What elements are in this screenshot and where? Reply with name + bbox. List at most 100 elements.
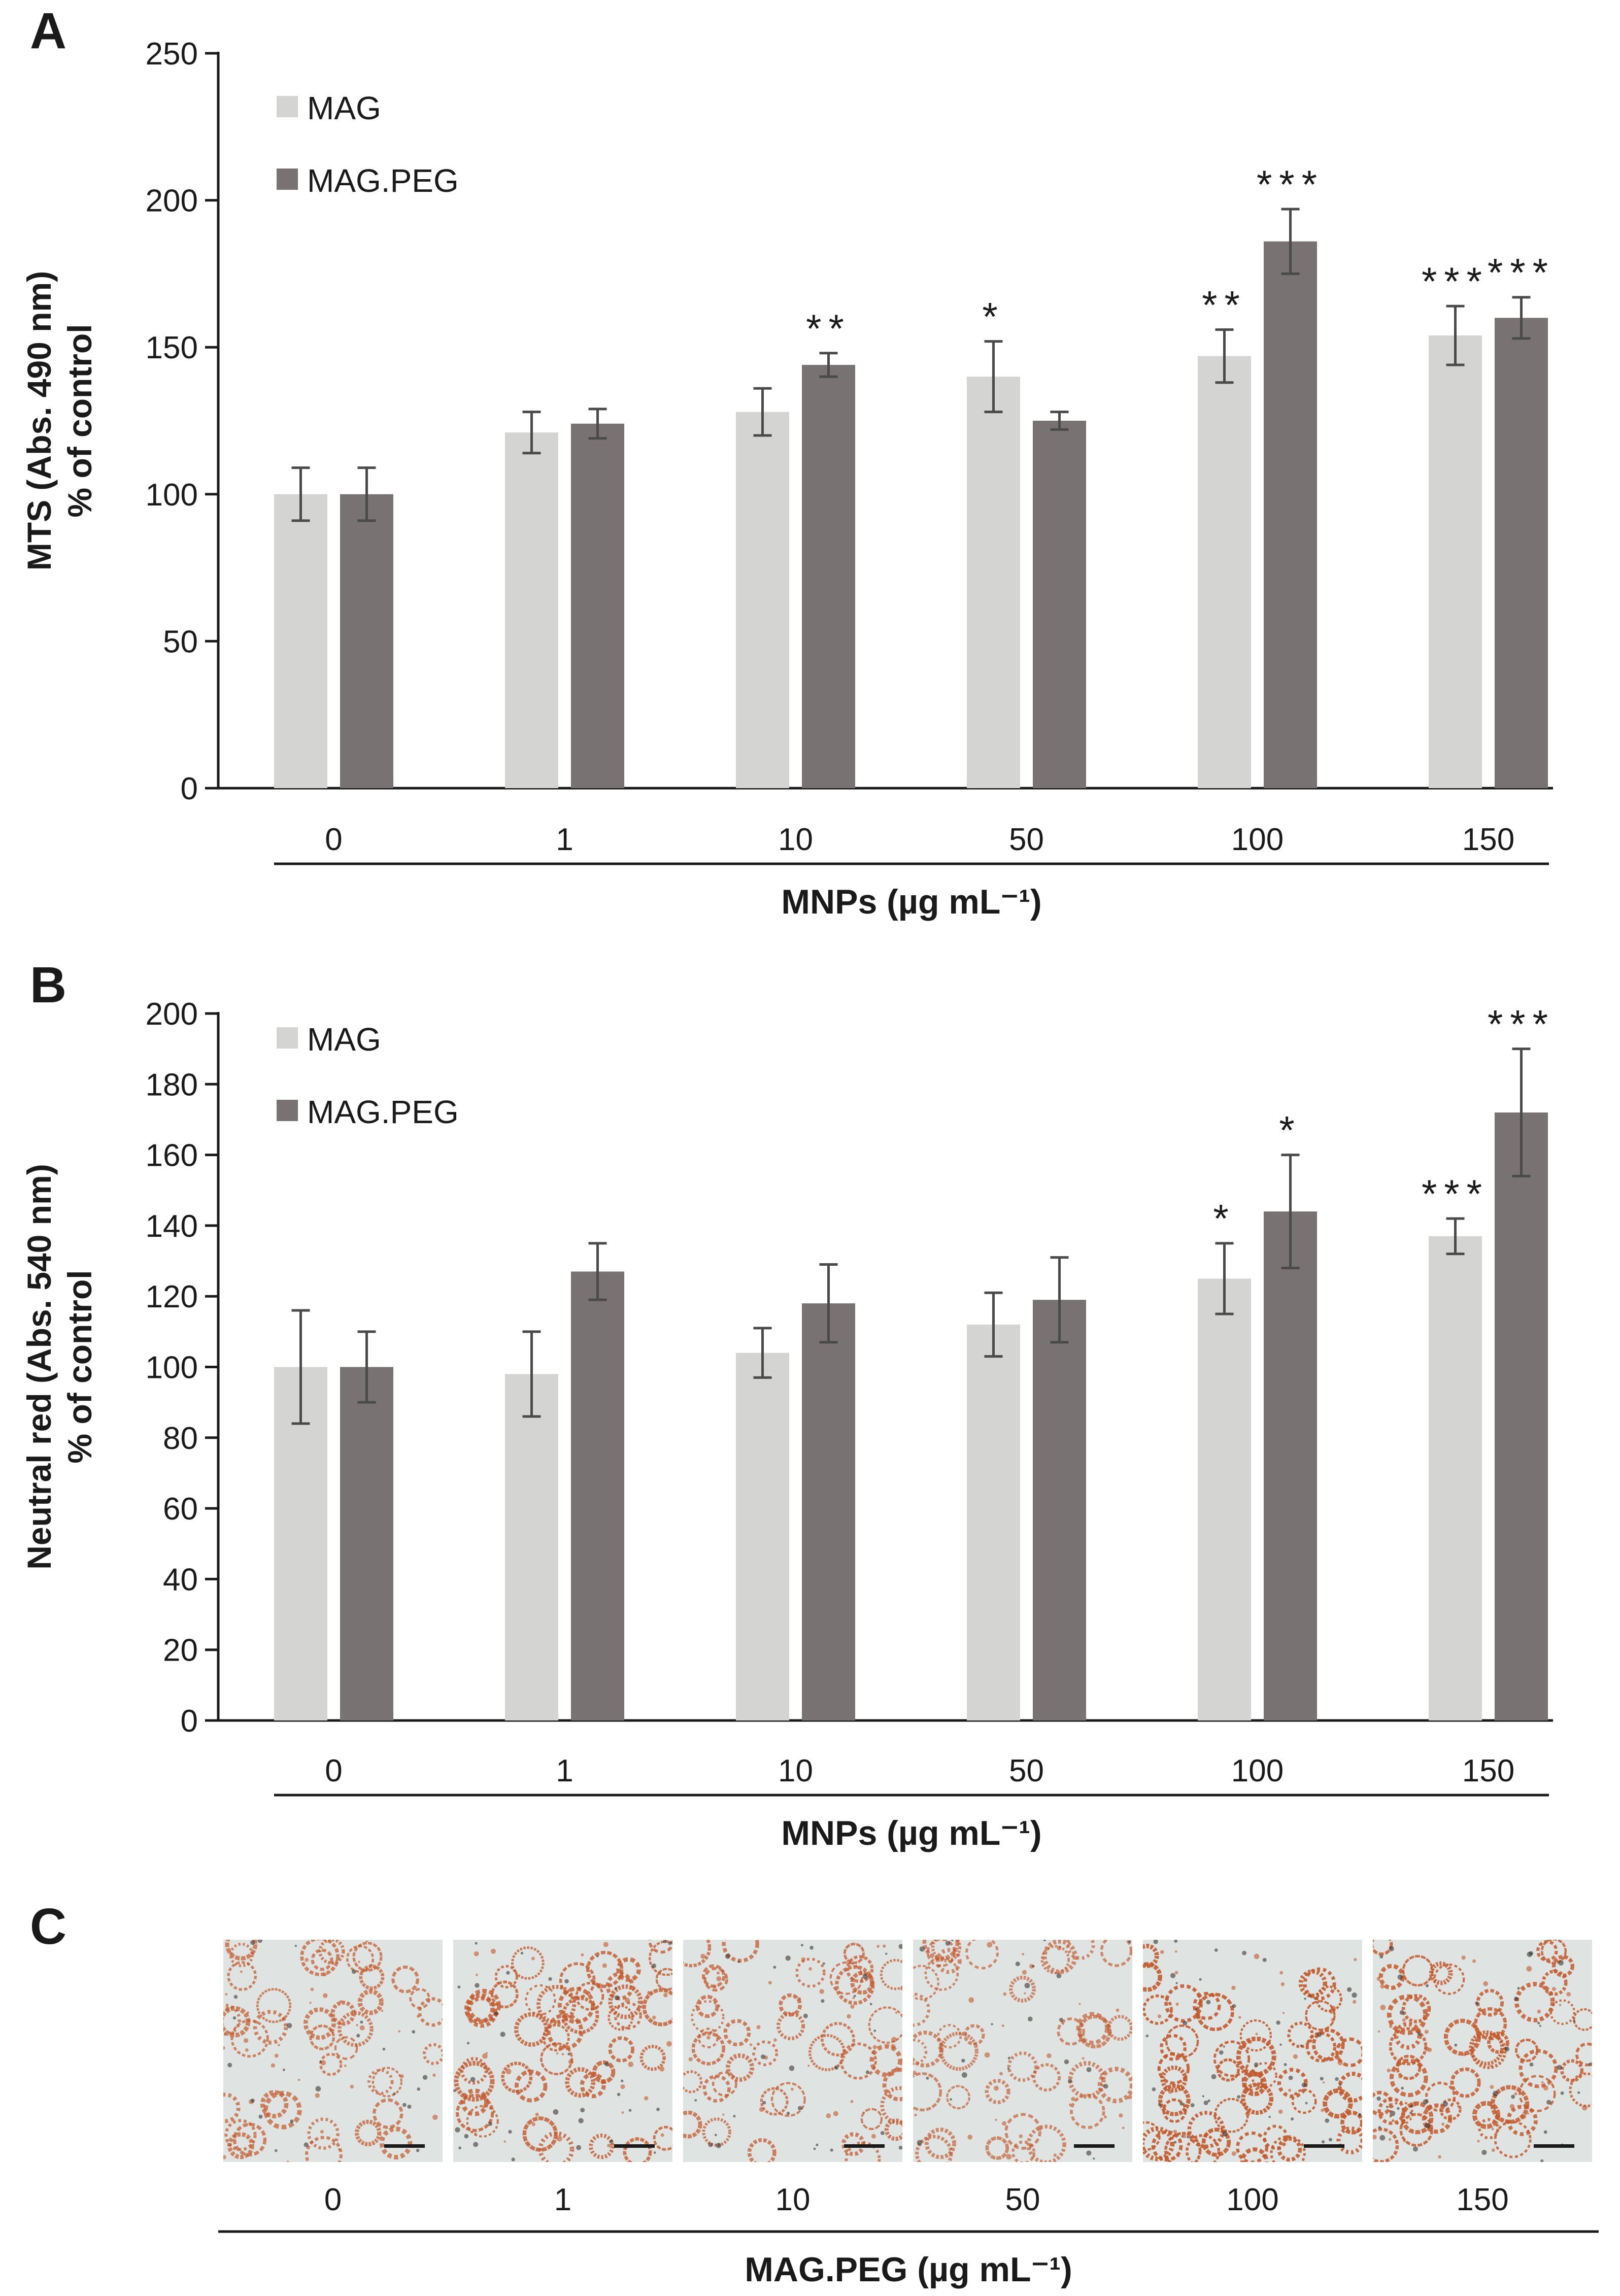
particle-dot: [621, 2079, 624, 2082]
particle-dot: [1472, 1959, 1476, 1963]
particle-dot: [416, 2015, 420, 2018]
particle-dot: [1242, 1950, 1246, 1955]
particle-dot: [271, 2063, 276, 2068]
stained-cell: [227, 2132, 254, 2159]
particle-dot: [822, 1962, 825, 1965]
stained-cell: [491, 1980, 519, 2009]
particle-dot: [287, 2023, 292, 2029]
particle-dot: [1353, 2000, 1357, 2004]
bar-mag-peg-100: [1264, 241, 1317, 788]
panel-label: C: [30, 1898, 66, 1955]
micrograph-1: [453, 1940, 672, 2162]
bar-mag-1: [505, 1374, 558, 1720]
particle-dot: [1504, 2046, 1510, 2052]
stained-cell: [1162, 2098, 1187, 2123]
x-tick-label: 100: [1231, 822, 1284, 857]
particle-dot: [694, 2099, 697, 2102]
micrograph-concentration-label: 150: [1456, 2182, 1508, 2217]
particle-dot: [1589, 2062, 1592, 2067]
particle-dot: [1032, 1965, 1035, 1968]
particle-dot: [1174, 1950, 1177, 1953]
particle-dot: [1206, 2000, 1211, 2005]
particle-dot: [716, 2143, 722, 2148]
particle-dot: [807, 2065, 810, 2067]
stained-cell: [1373, 1940, 1393, 1956]
stained-cell: [691, 2032, 725, 2066]
stained-cell: [1186, 2134, 1221, 2162]
particle-dot: [360, 2020, 363, 2024]
particle-dot: [926, 2076, 929, 2080]
particle-dot: [797, 1997, 801, 2001]
x-axis-title: MAG.PEG (µg mL⁻¹): [745, 2250, 1072, 2289]
y-tick-label: 60: [163, 1492, 198, 1527]
stained-cell: [1236, 2131, 1269, 2162]
particle-dot: [1539, 2024, 1542, 2027]
stained-cell: [691, 2000, 725, 2034]
particle-dot: [1441, 2122, 1445, 2126]
x-tick-label: 100: [1231, 1753, 1284, 1788]
particle-dot: [790, 2087, 794, 2091]
stained-cell: [586, 1950, 624, 1988]
stained-cell: [461, 2088, 489, 2116]
stained-cell: [1472, 2101, 1501, 2129]
particle-dot: [1231, 2151, 1236, 2156]
micrograph-10: [683, 1940, 902, 2162]
micrograph-concentration-label: 50: [1005, 2182, 1040, 2217]
bar-mag-150: [1429, 335, 1482, 788]
particle-dot: [614, 1995, 620, 2001]
stained-cell: [880, 2086, 902, 2125]
particle-dot: [706, 2035, 711, 2040]
particle-dot: [223, 2046, 225, 2050]
particle-dot: [1157, 2067, 1161, 2071]
particle-dot: [407, 2104, 412, 2109]
stained-cell: [829, 1961, 863, 1995]
particle-dot: [1543, 2130, 1547, 2134]
particle-dot: [1068, 2079, 1072, 2083]
particle-dot: [621, 2111, 624, 2114]
particle-dot: [1461, 1955, 1466, 1960]
particle-dot: [999, 2072, 1003, 2076]
stained-cell: [1494, 2120, 1532, 2158]
particle-dot: [556, 2052, 559, 2055]
particle-dot: [847, 2014, 851, 2019]
particle-dot: [644, 2096, 649, 2101]
stained-cell: [223, 2092, 241, 2123]
particle-dot: [1043, 1940, 1046, 1942]
particle-dot: [816, 2143, 819, 2146]
particle-dot: [789, 2065, 795, 2071]
particle-dot: [1300, 2044, 1303, 2047]
stained-cell: [702, 2074, 731, 2103]
bar-mag-100: [1198, 1278, 1251, 1720]
stained-cell: [1201, 2128, 1231, 2157]
particle-dot: [938, 2046, 943, 2050]
particle-dot: [402, 2103, 407, 2107]
particle-dot: [486, 2052, 488, 2054]
legend-swatch: [277, 96, 298, 117]
particle-dot: [872, 2045, 877, 2049]
particle-dot: [1373, 2135, 1377, 2140]
y-axis-title-line1: Neutral red (Abs. 540 nm): [20, 1164, 58, 1570]
particle-dot: [1103, 2084, 1108, 2089]
bar-mag-peg-10: [802, 1303, 855, 1720]
stained-cell: [373, 2098, 403, 2129]
stained-cell: [795, 1957, 826, 1988]
stained-cell: [937, 2023, 962, 2049]
y-tick-label: 50: [163, 624, 198, 659]
stained-cell: [1335, 2037, 1362, 2067]
particle-dot: [1002, 2121, 1006, 2126]
particle-dot: [1175, 2002, 1179, 2006]
particle-dot: [653, 2151, 656, 2154]
particle-dot: [1282, 2012, 1285, 2014]
scale-bar: [1534, 2144, 1574, 2148]
particle-dot: [1268, 2115, 1271, 2118]
stained-cell: [514, 2012, 549, 2047]
stained-cell: [225, 1940, 258, 1961]
particle-dot: [987, 1942, 993, 1948]
y-tick-label: 20: [163, 1633, 198, 1668]
particle-dot: [773, 2038, 777, 2042]
stained-cell: [1241, 2082, 1274, 2115]
particle-dot: [722, 2113, 725, 2116]
particle-dot: [1337, 2060, 1343, 2066]
micrograph-concentration-label: 10: [775, 2182, 811, 2217]
